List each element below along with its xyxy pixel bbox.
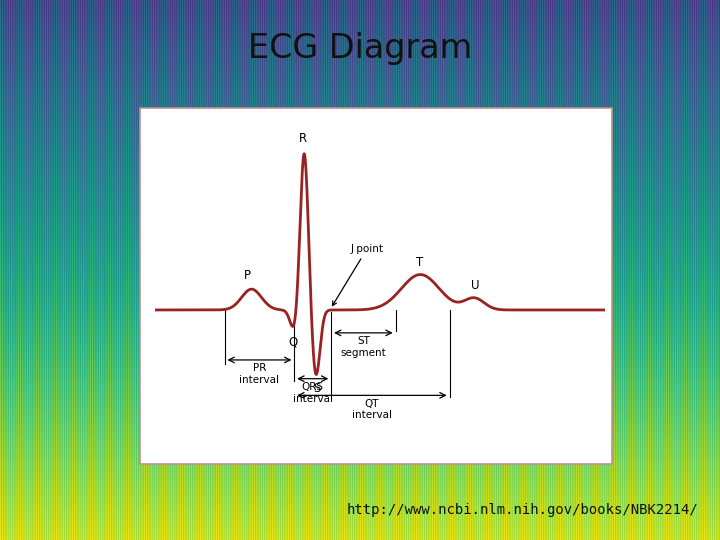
Text: U: U: [471, 280, 480, 293]
Text: ECG Diagram: ECG Diagram: [248, 32, 472, 65]
Text: QRS
interval: QRS interval: [293, 382, 333, 403]
FancyBboxPatch shape: [140, 108, 612, 464]
Text: PR
interval: PR interval: [240, 363, 279, 385]
Text: S: S: [313, 382, 320, 395]
Text: ST
segment: ST segment: [341, 336, 386, 358]
Text: http://www.ncbi.nlm.nih.gov/books/NBK2214/: http://www.ncbi.nlm.nih.gov/books/NBK221…: [346, 503, 698, 517]
Text: QT
interval: QT interval: [352, 399, 392, 420]
Text: Q: Q: [289, 336, 298, 349]
Text: J point: J point: [333, 244, 384, 306]
Text: P: P: [243, 268, 251, 282]
Text: T: T: [415, 256, 423, 269]
Text: R: R: [300, 132, 307, 145]
